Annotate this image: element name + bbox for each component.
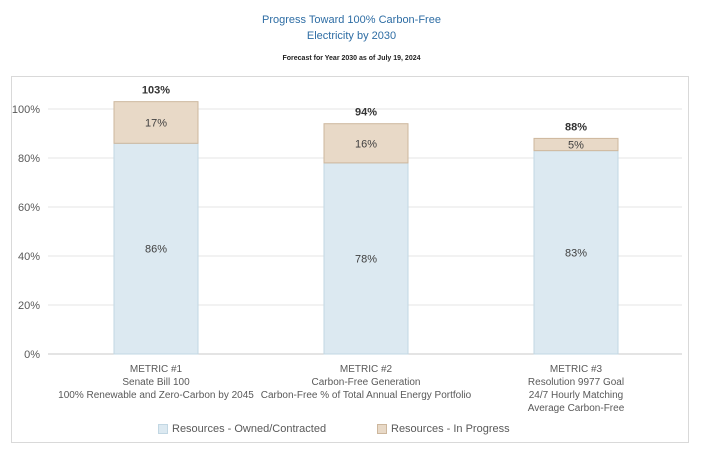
bar-segment-metric3-series2: [533, 137, 619, 152]
x-category-label-metric2-line1: METRIC #2: [340, 364, 393, 375]
legend-label-owned: Resources - Owned/Contracted: [172, 423, 327, 435]
data-label-metric1-series2: 17%: [145, 117, 167, 129]
y-tick-label-60: 60%: [18, 202, 40, 214]
total-label-metric3: 88%: [565, 121, 587, 133]
bar-segment-metric1-series2: [113, 101, 199, 144]
total-label-metric2: 94%: [355, 107, 377, 119]
x-category-label-metric1-line2: Senate Bill 100: [122, 377, 190, 388]
y-tick-label-100: 100%: [12, 104, 40, 116]
bar-segment-metric3-series1: [533, 150, 619, 355]
x-category-label-metric3-line1: METRIC #3: [550, 364, 603, 375]
chart-frame: [11, 76, 689, 443]
x-category-label-metric1-line1: METRIC #1: [130, 364, 183, 375]
x-category-label-metric3-line2: Resolution 9977 Goal: [528, 377, 624, 388]
chart-title-line-2: Electricity by 2030: [306, 30, 397, 42]
bar-segment-metric1-series1: [113, 142, 199, 355]
data-label-metric3-series1: 83%: [565, 247, 587, 259]
bar-segment-metric2-series2: [323, 123, 409, 164]
legend-label-in-progress: Resources - In Progress: [391, 423, 510, 435]
bar-segment-metric2-series1: [323, 162, 409, 355]
x-category-label-metric2-line2: Carbon-Free Generation: [312, 377, 421, 388]
y-tick-label-0: 0%: [24, 349, 40, 361]
data-label-metric3-series2: 5%: [568, 140, 584, 152]
y-tick-label-40: 40%: [18, 251, 40, 263]
legend-swatch-owned: [158, 424, 168, 434]
data-label-metric2-series2: 16%: [355, 138, 377, 150]
x-category-label-metric3-line4: Average Carbon-Free: [528, 403, 625, 414]
data-label-metric1-series1: 86%: [145, 244, 167, 256]
chart-subtitle: Forecast for Year 2030 as of July 19, 20…: [282, 55, 421, 62]
data-label-metric2-series1: 78%: [355, 253, 377, 265]
total-label-metric1: 103%: [142, 85, 170, 97]
legend-item-in-progress: Resources - In Progress: [377, 423, 510, 435]
y-tick-label-80: 80%: [18, 153, 40, 165]
y-tick-label-20: 20%: [18, 300, 40, 312]
x-category-label-metric2-line3: Carbon-Free % of Total Annual Energy Por…: [261, 390, 472, 401]
x-category-label-metric1-line3: 100% Renewable and Zero-Carbon by 2045: [58, 390, 254, 401]
legend-item-owned: Resources - Owned/Contracted: [158, 423, 326, 435]
legend-swatch-in-progress: [377, 424, 387, 434]
chart-title-line-1: Progress Toward 100% Carbon-Free: [262, 14, 441, 26]
x-category-label-metric3-line3: 24/7 Hourly Matching: [529, 390, 624, 401]
